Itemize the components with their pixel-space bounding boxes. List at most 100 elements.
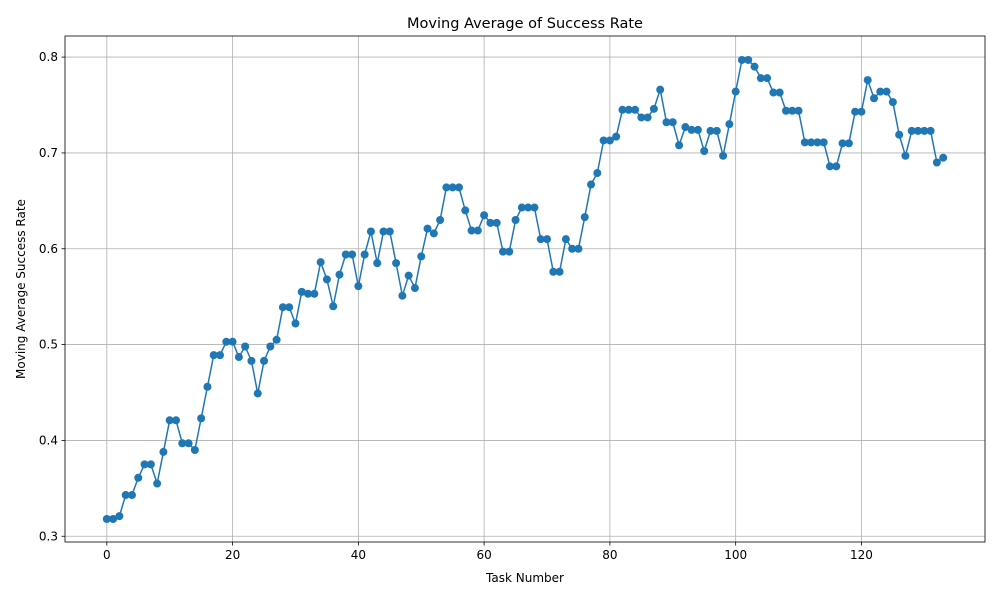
data-point <box>115 512 124 521</box>
data-point <box>819 138 828 147</box>
data-point <box>593 169 602 178</box>
x-tick-label: 80 <box>602 548 617 562</box>
data-point <box>159 447 168 456</box>
data-point <box>687 125 696 134</box>
data-point <box>417 252 426 261</box>
axes-frame <box>64 35 986 543</box>
data-point <box>681 123 690 132</box>
data-point <box>857 107 866 116</box>
data-point <box>228 337 237 346</box>
x-tick-label: 0 <box>103 548 111 562</box>
y-axis: 0.3 0.4 0.5 0.6 0.7 0.8 <box>39 50 65 543</box>
data-point <box>373 259 382 268</box>
data-point <box>442 183 451 192</box>
data-point <box>870 94 879 103</box>
data-point <box>599 136 608 145</box>
x-tick-label: 100 <box>724 548 747 562</box>
data-point <box>763 74 772 83</box>
data-point <box>920 126 929 135</box>
data-point <box>310 289 319 298</box>
data-point <box>354 282 363 291</box>
data-point <box>140 460 149 469</box>
data-point <box>731 87 740 96</box>
data-point <box>719 151 728 160</box>
data-point <box>385 227 394 236</box>
data-point <box>750 62 759 71</box>
data-point <box>624 105 633 114</box>
data-point <box>901 151 910 160</box>
data-point <box>744 55 753 64</box>
data-point <box>178 439 187 448</box>
y-tick-label: 0.3 <box>39 529 58 543</box>
data-point <box>800 138 809 147</box>
data-point <box>197 414 206 423</box>
data-point <box>348 250 357 259</box>
data-point <box>543 235 552 244</box>
data-point <box>505 247 514 256</box>
data-point <box>410 284 419 293</box>
data-point <box>260 356 269 365</box>
data-point <box>209 351 218 360</box>
data-point <box>851 107 860 116</box>
data-point <box>278 303 287 312</box>
data-point <box>926 126 935 135</box>
data-point <box>297 287 306 296</box>
data-point <box>398 291 407 300</box>
data-point <box>266 342 275 351</box>
data-point <box>675 141 684 150</box>
y-tick-label: 0.7 <box>39 146 58 160</box>
data-point <box>631 105 640 114</box>
data-point <box>253 389 262 398</box>
data-point <box>360 250 369 259</box>
grid <box>65 36 985 542</box>
data-point <box>109 515 118 523</box>
data-point <box>486 218 495 227</box>
y-tick-label: 0.8 <box>39 50 58 64</box>
data-point <box>473 226 482 235</box>
data-point <box>706 126 715 135</box>
data-point <box>304 289 313 298</box>
data-point <box>907 126 916 135</box>
y-tick-label: 0.6 <box>39 242 58 256</box>
data-point <box>247 356 256 365</box>
data-point <box>574 244 583 253</box>
data-point <box>291 319 300 328</box>
data-point <box>379 227 388 236</box>
data-point <box>662 118 671 127</box>
plot-area <box>102 55 948 523</box>
data-point <box>153 479 162 488</box>
data-point <box>203 382 212 391</box>
data-point <box>737 55 746 64</box>
data-point <box>511 216 520 224</box>
data-point <box>241 342 250 351</box>
data-point <box>102 515 111 523</box>
data-point <box>335 270 344 279</box>
data-point <box>423 224 432 233</box>
y-tick-label: 0.4 <box>39 433 58 447</box>
x-axis-label: Task Number <box>485 571 564 585</box>
data-point <box>190 446 199 454</box>
data-point <box>285 303 294 312</box>
data-point <box>939 153 948 162</box>
data-point <box>222 337 231 346</box>
data-point <box>876 87 885 96</box>
data-point <box>693 125 702 134</box>
data-point <box>184 439 193 448</box>
data-point <box>404 271 413 280</box>
data-point <box>216 351 225 360</box>
data-point <box>517 203 526 212</box>
data-point <box>932 158 941 167</box>
data-point <box>492 218 501 227</box>
data-point <box>549 267 558 276</box>
data-point <box>366 227 375 236</box>
data-point <box>498 247 507 256</box>
data-point <box>888 98 897 107</box>
y-axis-label: Moving Average Success Rate <box>14 199 28 379</box>
x-tick-label: 120 <box>850 548 873 562</box>
x-tick-label: 20 <box>225 548 240 562</box>
data-point <box>756 74 765 83</box>
data-point <box>341 250 350 259</box>
data-point <box>561 235 570 244</box>
